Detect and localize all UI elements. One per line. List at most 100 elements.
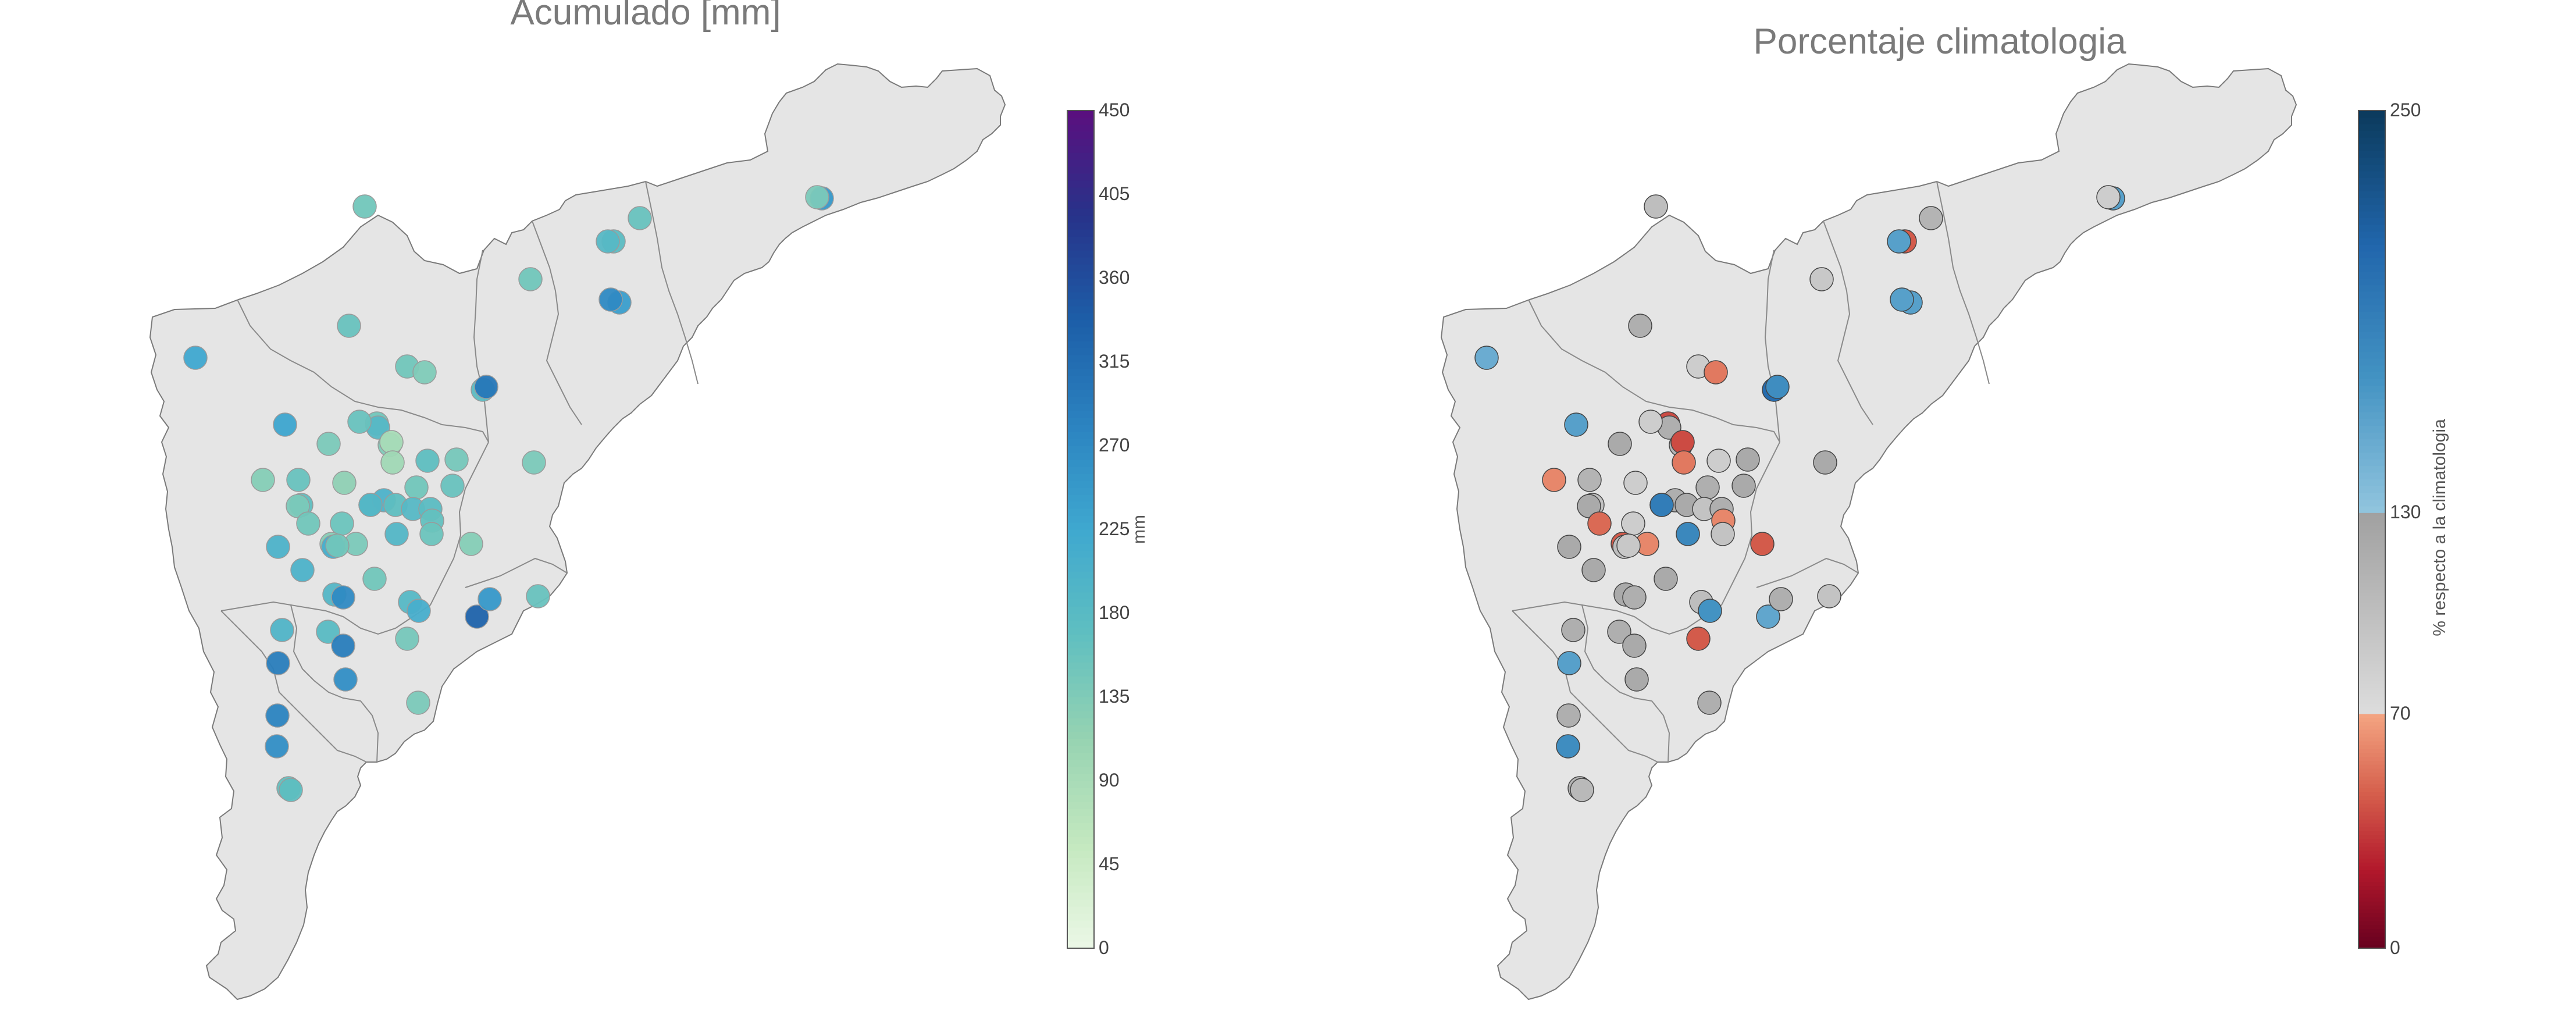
- colorbar-swatch: [2358, 137, 2385, 145]
- station-marker: [273, 412, 297, 437]
- colorbar-swatch: [1067, 732, 1094, 739]
- left-colorbar-label: mm: [1129, 515, 1149, 544]
- colorbar-swatch: [1067, 306, 1094, 314]
- colorbar-swatch: [2358, 737, 2385, 742]
- colorbar-swatch: [2358, 157, 2385, 165]
- station-marker: [1698, 599, 1722, 623]
- colorbar-swatch: [1067, 529, 1094, 537]
- colorbar-swatch: [2358, 831, 2385, 835]
- colorbar-swatch: [2358, 667, 2385, 671]
- colorbar-swatch: [2358, 623, 2385, 627]
- colorbar-swatch: [2358, 218, 2385, 225]
- colorbar-tick-label: 250: [2390, 99, 2421, 120]
- colorbar-swatch: [2358, 838, 2385, 843]
- station-marker: [404, 475, 429, 500]
- station-marker: [1616, 533, 1641, 558]
- station-marker: [1644, 194, 1668, 219]
- colorbar-swatch: [1067, 676, 1094, 684]
- colorbar-swatch: [1067, 578, 1094, 586]
- colorbar-swatch: [2358, 593, 2385, 597]
- right-colorbar: [2358, 110, 2386, 949]
- colorbar-swatch: [2358, 881, 2385, 887]
- colorbar-swatch: [1067, 850, 1094, 858]
- colorbar-swatch: [1067, 802, 1094, 809]
- colorbar-swatch: [2358, 365, 2385, 372]
- station-marker: [266, 651, 290, 675]
- colorbar-swatch: [2358, 620, 2385, 624]
- colorbar-swatch: [1067, 159, 1094, 167]
- station-marker: [628, 206, 652, 230]
- colorbar-swatch: [1067, 243, 1094, 251]
- colorbar-tick-label: 135: [1099, 686, 1130, 707]
- colorbar-swatch: [1067, 809, 1094, 816]
- station-marker: [1890, 287, 1914, 312]
- colorbar-swatch: [1067, 564, 1094, 572]
- colorbar-swatch: [2358, 932, 2385, 937]
- colorbar-frame: [1067, 110, 1095, 949]
- colorbar-swatch: [1067, 208, 1094, 216]
- colorbar-swatch: [2358, 858, 2385, 863]
- colorbar-swatch: [2358, 673, 2385, 678]
- colorbar-swatch: [1067, 411, 1094, 418]
- colorbar-swatch: [2358, 795, 2385, 800]
- colorbar-tick-label: 225: [1099, 518, 1130, 539]
- colorbar-swatch: [2358, 452, 2385, 460]
- colorbar-swatch: [2358, 656, 2385, 661]
- colorbar-swatch: [2358, 231, 2385, 239]
- colorbar-swatch: [2358, 549, 2385, 553]
- colorbar-swatch: [2358, 418, 2385, 426]
- station-marker: [1624, 667, 1649, 692]
- colorbar-swatch: [1067, 788, 1094, 795]
- colorbar-swatch: [1067, 271, 1094, 279]
- colorbar-swatch: [1067, 264, 1094, 272]
- colorbar-tick-label: 130: [2390, 501, 2421, 523]
- colorbar-swatch: [1067, 669, 1094, 677]
- left-colorbar: [1067, 110, 1095, 949]
- colorbar-swatch: [2358, 572, 2385, 577]
- colorbar-swatch: [2358, 729, 2385, 734]
- colorbar-swatch: [2358, 772, 2385, 777]
- colorbar-swatch: [2358, 603, 2385, 607]
- colorbar-swatch: [2358, 556, 2385, 560]
- colorbar-swatch: [2358, 913, 2385, 917]
- colorbar-swatch: [2358, 803, 2385, 808]
- station-marker: [415, 449, 440, 473]
- station-marker: [325, 533, 350, 558]
- colorbar-swatch: [2358, 835, 2385, 839]
- colorbar-swatch: [2358, 878, 2385, 882]
- colorbar-swatch: [2358, 515, 2385, 520]
- colorbar-swatch: [2358, 721, 2385, 726]
- station-marker: [337, 314, 361, 338]
- station-marker: [1731, 474, 1756, 498]
- colorbar-swatch: [1067, 746, 1094, 753]
- colorbar-swatch: [2358, 627, 2385, 631]
- colorbar-swatch: [1067, 460, 1094, 467]
- colorbar-swatch: [1067, 690, 1094, 697]
- colorbar-swatch: [1067, 145, 1094, 153]
- colorbar-swatch: [1067, 934, 1094, 942]
- colorbar-swatch: [2358, 683, 2385, 688]
- colorbar-swatch: [2358, 650, 2385, 654]
- colorbar-swatch: [2358, 111, 2385, 118]
- colorbar-swatch: [2358, 465, 2385, 473]
- station-marker: [384, 522, 409, 546]
- colorbar-swatch: [2358, 686, 2385, 691]
- colorbar-swatch: [2358, 271, 2385, 279]
- colorbar-tick-label: 90: [1099, 770, 1120, 791]
- colorbar-swatch: [1067, 467, 1094, 474]
- colorbar-swatch: [2358, 940, 2385, 945]
- station-marker: [266, 535, 290, 559]
- colorbar-swatch: [1067, 725, 1094, 732]
- colorbar-swatch: [1067, 718, 1094, 725]
- station-marker: [1542, 468, 1566, 492]
- station-marker: [1623, 471, 1648, 495]
- colorbar-swatch: [1067, 355, 1094, 362]
- colorbar-swatch: [1067, 201, 1094, 209]
- colorbar-swatch: [1067, 843, 1094, 851]
- colorbar-swatch: [1067, 816, 1094, 823]
- colorbar-swatch: [2358, 298, 2385, 305]
- colorbar-swatch: [2358, 506, 2385, 513]
- colorbar-swatch: [2358, 536, 2385, 540]
- station-marker: [1769, 587, 1793, 611]
- colorbar-swatch: [1067, 250, 1094, 258]
